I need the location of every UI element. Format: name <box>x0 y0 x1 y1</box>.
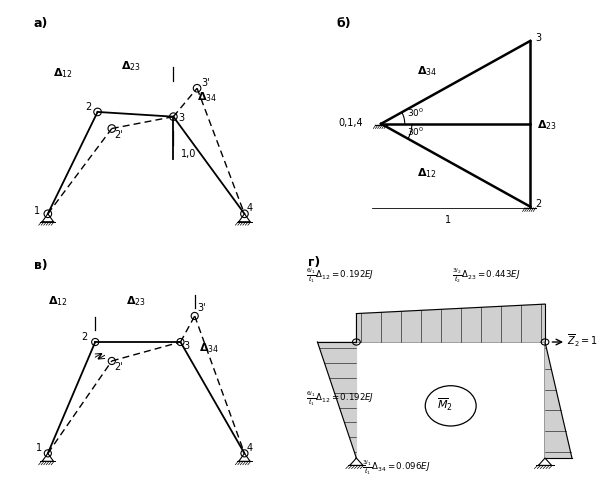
Text: $\mathbf{\Delta}_{12}$: $\mathbf{\Delta}_{12}$ <box>53 67 72 80</box>
Text: $\frac{3i_1}{\ell_1}\Delta_{34}{=}0.096EJ$: $\frac{3i_1}{\ell_1}\Delta_{34}{=}0.096E… <box>362 459 431 477</box>
Text: 1: 1 <box>445 215 451 225</box>
Text: 2': 2' <box>114 130 123 140</box>
Text: 3: 3 <box>178 113 185 123</box>
Text: $\mathbf{\Delta}_{34}$: $\mathbf{\Delta}_{34}$ <box>199 342 220 355</box>
Text: 3': 3' <box>197 303 206 313</box>
Text: б): б) <box>336 17 351 30</box>
Text: $\mathbf{\Delta}_{34}$: $\mathbf{\Delta}_{34}$ <box>197 90 218 104</box>
Text: 2: 2 <box>81 332 87 342</box>
Text: а): а) <box>34 17 48 30</box>
Text: 3: 3 <box>535 33 541 43</box>
Text: 4: 4 <box>247 204 253 213</box>
Text: 1: 1 <box>34 206 40 216</box>
Text: 2': 2' <box>114 362 123 372</box>
Text: 2: 2 <box>86 102 92 111</box>
Text: $30^0$: $30^0$ <box>407 106 424 118</box>
Text: в): в) <box>34 259 47 272</box>
Text: $\frac{6i_1}{\ell_1}\Delta_{12}{=}0.192EJ$: $\frac{6i_1}{\ell_1}\Delta_{12}{=}0.192E… <box>306 267 374 285</box>
Polygon shape <box>545 342 572 458</box>
Text: 2: 2 <box>535 199 541 209</box>
Text: 0,1,4: 0,1,4 <box>338 118 363 128</box>
Text: $\overline{M}_2$: $\overline{M}_2$ <box>437 397 453 413</box>
Text: $\frac{6i_1}{\ell_1}\Delta_{12}{=}0.192EJ$: $\frac{6i_1}{\ell_1}\Delta_{12}{=}0.192E… <box>306 390 374 408</box>
Text: г): г) <box>309 256 321 269</box>
Text: 1,0: 1,0 <box>180 149 196 159</box>
Text: $\frac{3i_2}{\ell_2}\Delta_{23}{=}0.443EJ$: $\frac{3i_2}{\ell_2}\Delta_{23}{=}0.443E… <box>452 267 521 285</box>
Polygon shape <box>318 342 356 458</box>
Text: $\mathbf{\Delta}_{12}$: $\mathbf{\Delta}_{12}$ <box>417 166 436 180</box>
Text: $\mathbf{\Delta}_{23}$: $\mathbf{\Delta}_{23}$ <box>126 294 146 308</box>
Text: $\mathbf{\Delta}_{12}$: $\mathbf{\Delta}_{12}$ <box>48 294 68 308</box>
Text: 4: 4 <box>247 443 253 453</box>
Text: 1: 1 <box>36 443 42 453</box>
Text: $\mathbf{\Delta}_{23}$: $\mathbf{\Delta}_{23}$ <box>538 118 557 133</box>
Text: 3': 3' <box>202 78 210 88</box>
Text: $30^0$: $30^0$ <box>407 125 424 138</box>
Text: $\overline{Z}_2=1$: $\overline{Z}_2=1$ <box>568 333 598 349</box>
Text: $\mathbf{\Delta}_{23}$: $\mathbf{\Delta}_{23}$ <box>121 59 141 73</box>
Text: $\mathbf{\Delta}_{34}$: $\mathbf{\Delta}_{34}$ <box>417 64 437 78</box>
Text: 3: 3 <box>183 341 189 351</box>
Polygon shape <box>356 304 545 342</box>
